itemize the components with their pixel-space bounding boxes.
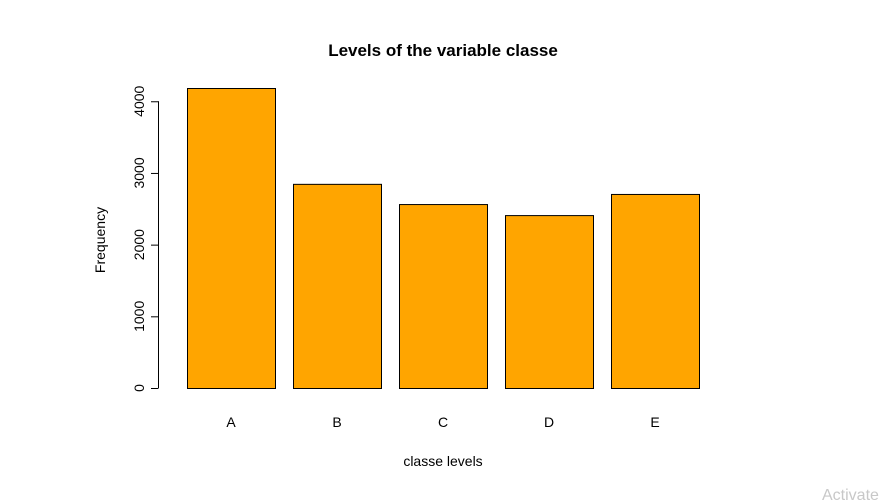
- chart-title: Levels of the variable classe: [328, 41, 558, 60]
- y-axis: 0 1000 2000 3000 4000: [131, 85, 159, 392]
- x-tick-label-b: B: [332, 414, 341, 430]
- bar-c: [399, 204, 488, 389]
- bars-group: [187, 88, 700, 389]
- y-tick-label-0: 0: [131, 384, 147, 392]
- y-tick-label-4000: 4000: [131, 85, 147, 116]
- y-tick-label-2000: 2000: [131, 229, 147, 260]
- bar-a: [187, 88, 276, 389]
- x-tick-label-c: C: [438, 414, 448, 430]
- y-tick-label-3000: 3000: [131, 157, 147, 188]
- bar-d: [505, 215, 594, 389]
- x-axis-label: classe levels: [403, 453, 482, 469]
- x-tick-label-a: A: [226, 414, 236, 430]
- y-tick-label-1000: 1000: [131, 301, 147, 332]
- bar-b: [293, 183, 382, 389]
- x-tick-label-e: E: [650, 414, 659, 430]
- bar-e: [611, 193, 700, 389]
- x-tick-label-d: D: [544, 414, 554, 430]
- y-axis-label: Frequency: [92, 207, 108, 273]
- x-category-labels: A B C D E: [226, 414, 659, 430]
- activate-watermark: Activate: [822, 487, 879, 503]
